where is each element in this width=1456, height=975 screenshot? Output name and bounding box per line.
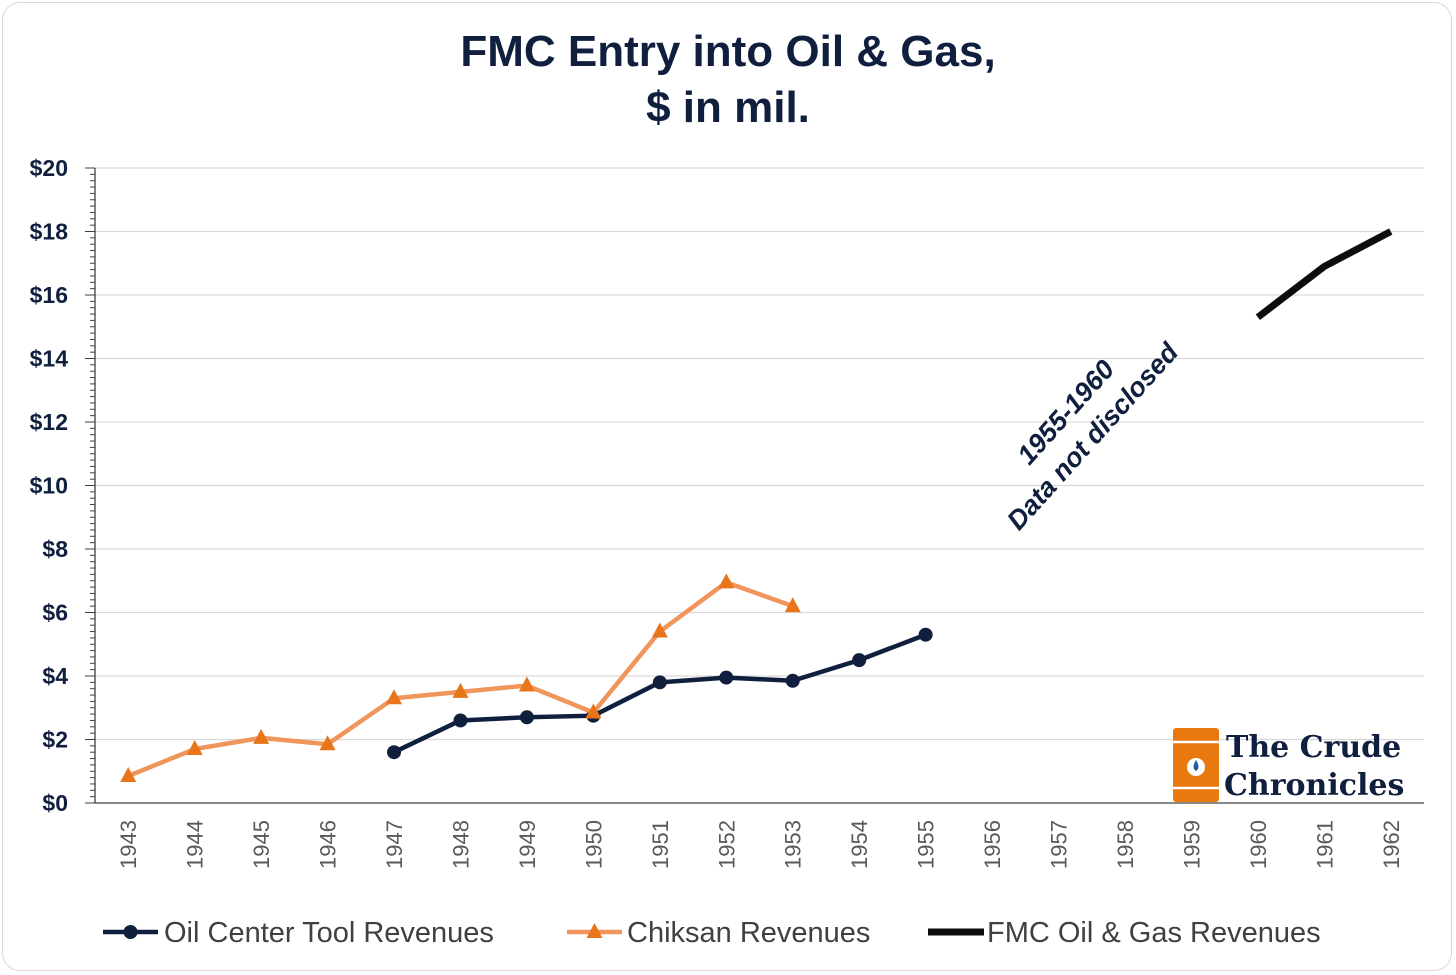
x-tick-label: 1952 — [714, 820, 739, 869]
series-line-fmc-oil-gas-revenues — [1255, 228, 1393, 321]
y-tick-label: $20 — [30, 155, 68, 181]
x-tick-label: 1955 — [914, 820, 939, 869]
x-tick-label: 1959 — [1179, 820, 1204, 869]
data-point-oil-center-tool-revenues — [785, 673, 800, 688]
data-point-oil-center-tool-revenues — [453, 713, 468, 728]
data-point-chiksan-revenues — [386, 689, 403, 705]
x-tick-label: 1954 — [847, 820, 872, 869]
y-tick-label: $18 — [30, 219, 69, 245]
chart-title-line2: $ in mil. — [646, 83, 810, 132]
x-tick-label: 1947 — [382, 820, 407, 869]
x-tick-label: 1949 — [515, 820, 540, 869]
x-tick-label: 1957 — [1047, 820, 1072, 869]
x-tick-label: 1960 — [1246, 820, 1271, 869]
data-point-oil-center-tool-revenues — [719, 670, 734, 685]
data-point-oil-center-tool-revenues — [652, 675, 667, 690]
legend-label: Chiksan Revenues — [627, 917, 870, 949]
x-tick-label: 1944 — [183, 820, 208, 869]
x-tick-label: 1946 — [316, 820, 341, 869]
data-point-chiksan-revenues — [718, 573, 735, 589]
legend-item: Chiksan Revenues — [567, 917, 870, 949]
data-point-oil-center-tool-revenues — [387, 745, 402, 760]
logo-line2: Chronicles — [1224, 768, 1404, 803]
series-line-oil-center-tool-revenues — [393, 632, 927, 755]
data-point-chiksan-revenues — [253, 728, 270, 744]
data-point-chiksan-revenues — [120, 767, 137, 783]
data-point-oil-center-tool-revenues — [918, 627, 933, 642]
data-point-chiksan-revenues — [319, 735, 336, 751]
y-tick-label: $16 — [30, 282, 68, 308]
y-tick-label: $14 — [30, 346, 69, 372]
x-tick-label: 1961 — [1312, 820, 1337, 869]
x-tick-label: 1943 — [116, 820, 141, 869]
y-tick-label: $0 — [42, 790, 68, 816]
legend-item: FMC Oil & Gas Revenues — [928, 917, 1321, 949]
legend-label: FMC Oil & Gas Revenues — [987, 917, 1321, 949]
chart-title-line1: FMC Entry into Oil & Gas, — [460, 27, 996, 76]
x-tick-label: 1962 — [1379, 820, 1404, 869]
y-tick-label: $2 — [42, 727, 68, 753]
data-point-chiksan-revenues — [452, 682, 469, 698]
logo-line1: The Crude — [1226, 730, 1401, 765]
data-point-chiksan-revenues — [651, 622, 668, 638]
x-tick-label: 1956 — [980, 820, 1005, 869]
oil-drop-icon — [1193, 760, 1199, 771]
x-tick-label: 1951 — [648, 820, 673, 869]
legend-label: Oil Center Tool Revenues — [164, 917, 494, 949]
y-tick-label: $10 — [30, 473, 68, 499]
x-tick-label: 1958 — [1113, 820, 1138, 869]
x-tick-label: 1945 — [249, 820, 274, 869]
data-point-chiksan-revenues — [518, 676, 535, 692]
data-point-chiksan-revenues — [186, 740, 203, 756]
data-point-oil-center-tool-revenues — [519, 710, 534, 725]
legend-marker — [586, 923, 603, 938]
x-tick-label: 1948 — [448, 820, 473, 869]
data-point-chiksan-revenues — [784, 597, 801, 613]
x-tick-label: 1953 — [781, 820, 806, 869]
y-tick-label: $4 — [42, 663, 68, 689]
y-tick-label: $6 — [42, 600, 68, 626]
y-tick-label: $12 — [30, 409, 68, 435]
legend-item: Oil Center Tool Revenues — [103, 917, 494, 949]
y-tick-label: $8 — [42, 536, 68, 562]
x-tick-label: 1950 — [581, 820, 606, 869]
data-point-chiksan-revenues — [585, 703, 602, 719]
legend-marker — [123, 925, 138, 939]
data-point-oil-center-tool-revenues — [852, 653, 867, 668]
